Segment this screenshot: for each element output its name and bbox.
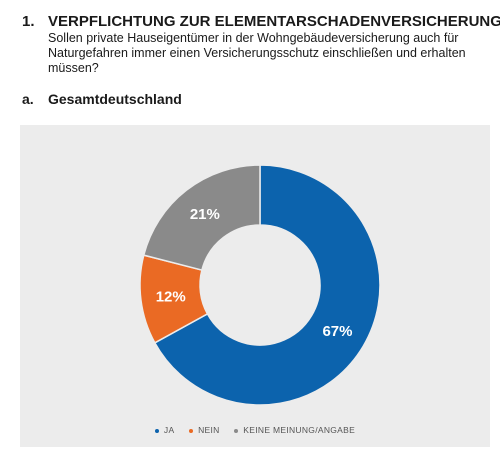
legend-item-nein: NEIN	[189, 425, 220, 435]
section-title: Gesamtdeutschland	[48, 91, 182, 107]
legend-swatch-keine-meinung	[234, 428, 239, 433]
donut-chart: 67% 12% 21%	[139, 164, 381, 406]
legend-item-keine-meinung: KEINE MEINUNG/ANGABE	[234, 425, 355, 435]
legend-item-ja: JA	[154, 425, 175, 435]
legend-swatch-ja	[154, 428, 159, 433]
slice-keine-meinung	[142, 164, 261, 271]
chart-legend: JA NEIN KEINE MEINUNG/ANGABE	[20, 425, 490, 435]
question-number: 1.	[22, 13, 35, 30]
legend-swatch-nein	[189, 428, 194, 433]
question-title: VERPFLICHTUNG ZUR ELEMENTARSCHADENVERSIC…	[48, 13, 500, 30]
legend-label-ja: JA	[163, 425, 175, 435]
slice-label-nein: 12%	[156, 288, 186, 305]
legend-label-nein: NEIN	[198, 425, 220, 435]
slice-ja	[153, 164, 381, 406]
chart-panel: 67% 12% 21% JA NEIN KEINE MEINUNG/ANGABE	[20, 125, 490, 447]
question-description: Sollen private Hauseigentümer in der Woh…	[48, 31, 466, 75]
slice-label-ja: 67%	[322, 323, 352, 340]
section-letter: a.	[22, 91, 34, 107]
legend-label-keine-meinung: KEINE MEINUNG/ANGABE	[243, 425, 356, 435]
slice-label-keine-meinung: 21%	[190, 206, 220, 223]
